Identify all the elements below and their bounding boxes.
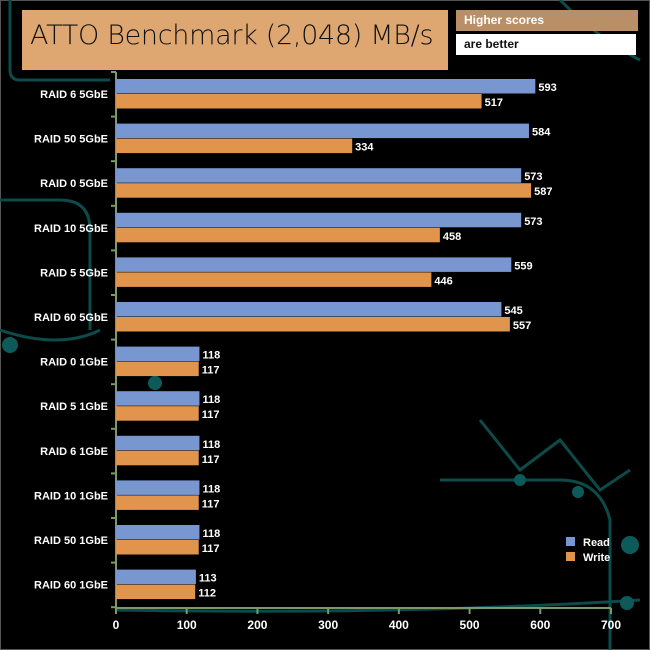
legend-swatch-write bbox=[566, 552, 575, 561]
data-label-write: 334 bbox=[355, 142, 374, 154]
data-label-read: 545 bbox=[504, 305, 522, 317]
bar-write bbox=[116, 406, 199, 421]
data-label-write: 117 bbox=[202, 543, 220, 555]
bar-read bbox=[116, 525, 200, 540]
category-label: RAID 0 1GbE bbox=[40, 357, 108, 369]
bar-write bbox=[116, 584, 196, 600]
data-label-write: 458 bbox=[443, 231, 461, 243]
data-label-write: 557 bbox=[513, 320, 531, 332]
x-tick-label-100: 100 bbox=[177, 618, 197, 632]
data-label-write: 112 bbox=[198, 588, 216, 600]
bar-write bbox=[116, 94, 482, 109]
bar-read bbox=[116, 435, 200, 451]
bar-write bbox=[116, 138, 353, 154]
data-label-read: 118 bbox=[202, 350, 220, 362]
data-label-read: 573 bbox=[524, 216, 542, 228]
bar-read bbox=[116, 79, 536, 94]
data-label-read: 113 bbox=[199, 573, 217, 585]
data-label-write: 446 bbox=[434, 275, 452, 287]
bar-write bbox=[116, 317, 510, 332]
bar-write bbox=[116, 495, 199, 510]
data-label-read: 593 bbox=[538, 82, 556, 94]
bar-write bbox=[116, 450, 199, 466]
bar-write bbox=[116, 540, 199, 555]
x-tick-label-700: 700 bbox=[601, 618, 621, 632]
x-tick-label-300: 300 bbox=[318, 618, 338, 632]
bar-write bbox=[116, 361, 199, 377]
data-label-read: 118 bbox=[202, 483, 220, 495]
bar-write bbox=[116, 272, 432, 287]
x-tick-label-600: 600 bbox=[530, 618, 550, 632]
legend-label-read: Read bbox=[583, 537, 610, 549]
bar-read bbox=[116, 257, 512, 272]
are-better-badge: are better bbox=[456, 34, 636, 55]
bar-read bbox=[116, 123, 529, 139]
bar-read bbox=[116, 302, 502, 317]
category-label: RAID 10 5GbE bbox=[34, 223, 108, 235]
bar-write bbox=[116, 227, 440, 243]
data-label-read: 118 bbox=[202, 528, 220, 540]
category-label: RAID 6 5GbE bbox=[40, 89, 108, 101]
category-label: RAID 60 1GbE bbox=[34, 580, 108, 592]
category-label: RAID 50 1GbE bbox=[34, 535, 108, 547]
data-label-write: 117 bbox=[202, 454, 220, 466]
data-label-read: 573 bbox=[524, 171, 542, 183]
bar-read bbox=[116, 212, 522, 228]
data-label-write: 517 bbox=[485, 97, 503, 109]
x-tick-label-0: 0 bbox=[113, 618, 120, 632]
bar-read bbox=[116, 168, 522, 183]
data-label-write: 117 bbox=[202, 365, 220, 377]
bar-read bbox=[116, 569, 196, 585]
category-label: RAID 0 5GbE bbox=[40, 178, 108, 190]
x-tick-label-200: 200 bbox=[247, 618, 267, 632]
bar-read bbox=[116, 346, 200, 362]
data-label-write: 117 bbox=[202, 409, 220, 421]
title-box: ATTO Benchmark (2,048) MB/s bbox=[22, 10, 448, 70]
data-label-read: 584 bbox=[532, 127, 551, 139]
legend-label-write: Write bbox=[583, 552, 610, 564]
data-label-read: 118 bbox=[202, 394, 220, 406]
data-label-read: 559 bbox=[514, 260, 532, 272]
category-label: RAID 5 5GbE bbox=[40, 267, 108, 279]
legend-swatch-read bbox=[566, 537, 575, 546]
data-label-write: 117 bbox=[202, 498, 220, 510]
chart-title: ATTO Benchmark (2,048) MB/s bbox=[30, 20, 434, 51]
category-label: RAID 50 5GbE bbox=[34, 134, 108, 146]
x-tick-label-500: 500 bbox=[460, 618, 480, 632]
bar-write bbox=[116, 183, 532, 198]
data-label-read: 118 bbox=[202, 439, 220, 451]
category-label: RAID 60 5GbE bbox=[34, 312, 108, 324]
x-tick-label-400: 400 bbox=[389, 618, 409, 632]
category-label: RAID 5 1GbE bbox=[40, 401, 108, 413]
bar-read bbox=[116, 480, 200, 495]
higher-scores-badge: Higher scores bbox=[456, 10, 638, 31]
category-label: RAID 10 1GbE bbox=[34, 490, 108, 502]
category-label: RAID 6 1GbE bbox=[40, 446, 108, 458]
bar-read bbox=[116, 391, 200, 406]
data-label-write: 587 bbox=[534, 186, 552, 198]
